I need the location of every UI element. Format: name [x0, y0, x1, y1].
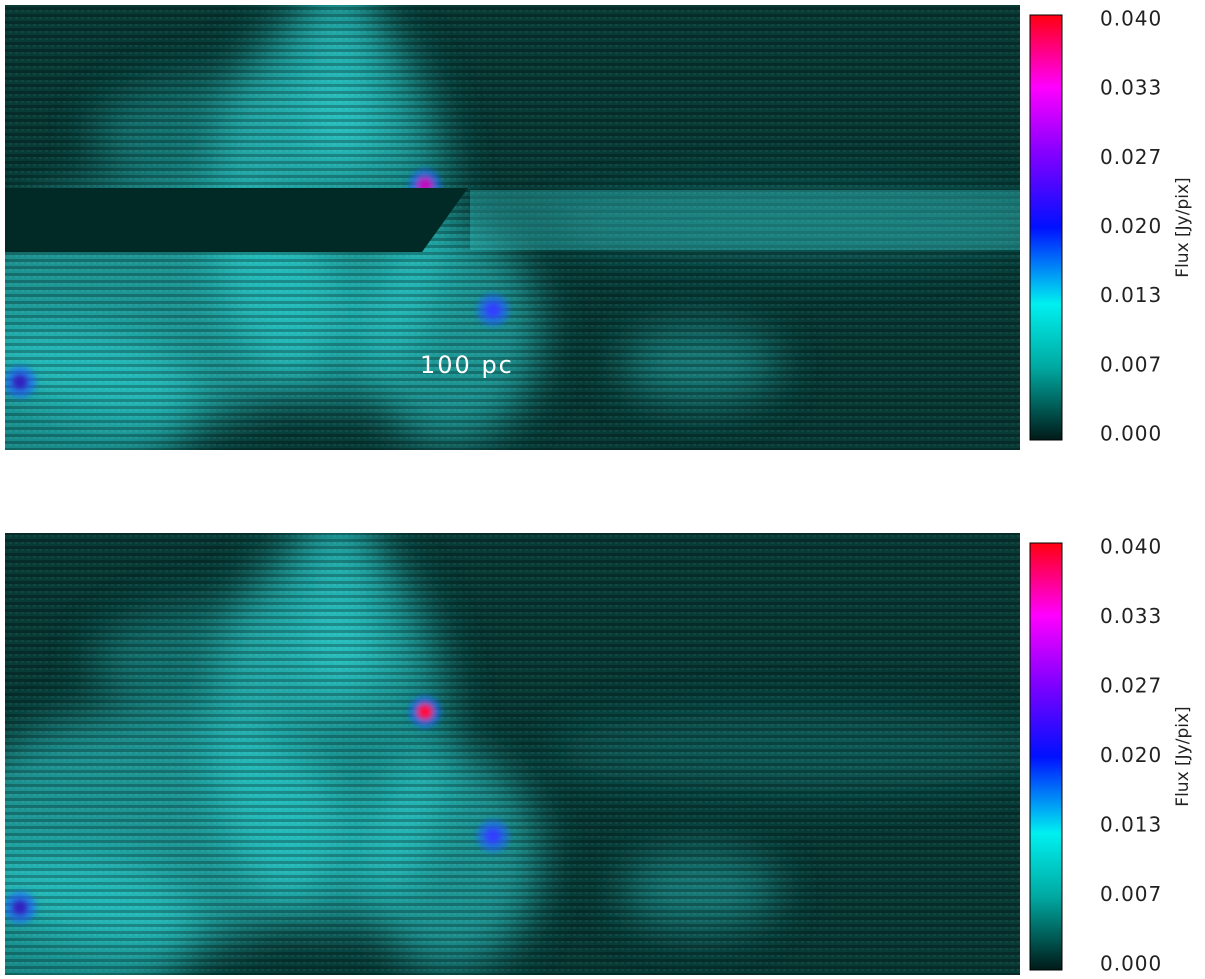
source-core — [12, 374, 28, 390]
colorbar-label: Flux [Jy/pix] — [1173, 177, 1193, 277]
colorbar — [1029, 542, 1063, 971]
colorbar-tick-label: 0.033 — [1100, 604, 1162, 628]
image — [5, 5, 1020, 450]
image — [5, 533, 1020, 975]
source-core — [12, 899, 28, 916]
colorbar-tick-label: 0.040 — [1100, 535, 1162, 559]
colorbar-tick-label: 0.027 — [1100, 145, 1162, 169]
source-core — [485, 827, 501, 844]
source-core — [485, 302, 501, 318]
colorbar-tick-label: 0.007 — [1100, 882, 1162, 906]
colorbar — [1029, 14, 1063, 441]
colorbar-tick-label: 0.027 — [1100, 674, 1162, 698]
colorbar-label: Flux [Jy/pix] — [1173, 706, 1193, 806]
detector-gap — [5, 188, 468, 252]
image-panel: 100 pc 0.040 0.033 0.027 0.020 0.013 0.007 0.00… — [5, 5, 1193, 450]
colorbar-tick-label: 0.000 — [1100, 422, 1162, 446]
colorbar-tick-label: 0.033 — [1100, 76, 1162, 100]
colorbar-tick-label: 0.007 — [1100, 352, 1162, 376]
strip — [470, 190, 1020, 250]
colorbar-tick-label: 0.020 — [1100, 743, 1162, 767]
point-sources — [5, 169, 509, 398]
scale-label: 100 pc — [420, 351, 514, 379]
source-core — [417, 703, 433, 720]
scan-stripes — [5, 533, 1020, 975]
point-sources — [5, 695, 509, 924]
colorbar-tick-label: 0.020 — [1100, 214, 1162, 238]
colorbar-tick-label: 0.013 — [1100, 283, 1162, 307]
colorbar-tick-label: 0.040 — [1100, 7, 1162, 31]
colorbar-tick-label: 0.000 — [1100, 952, 1162, 976]
image-panel: 0.040 0.033 0.027 0.020 0.013 0.007 0.000 Flux … — [5, 533, 1193, 976]
colorbar-tick-label: 0.013 — [1100, 813, 1162, 837]
